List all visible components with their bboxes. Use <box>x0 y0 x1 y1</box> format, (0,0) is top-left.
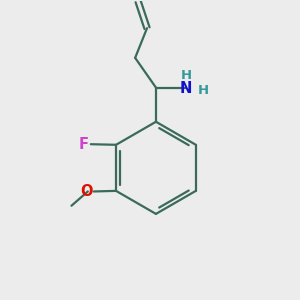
Text: F: F <box>78 137 88 152</box>
Text: H: H <box>198 84 209 97</box>
Text: N: N <box>180 81 192 96</box>
Text: O: O <box>80 184 92 199</box>
Text: H: H <box>181 69 192 82</box>
